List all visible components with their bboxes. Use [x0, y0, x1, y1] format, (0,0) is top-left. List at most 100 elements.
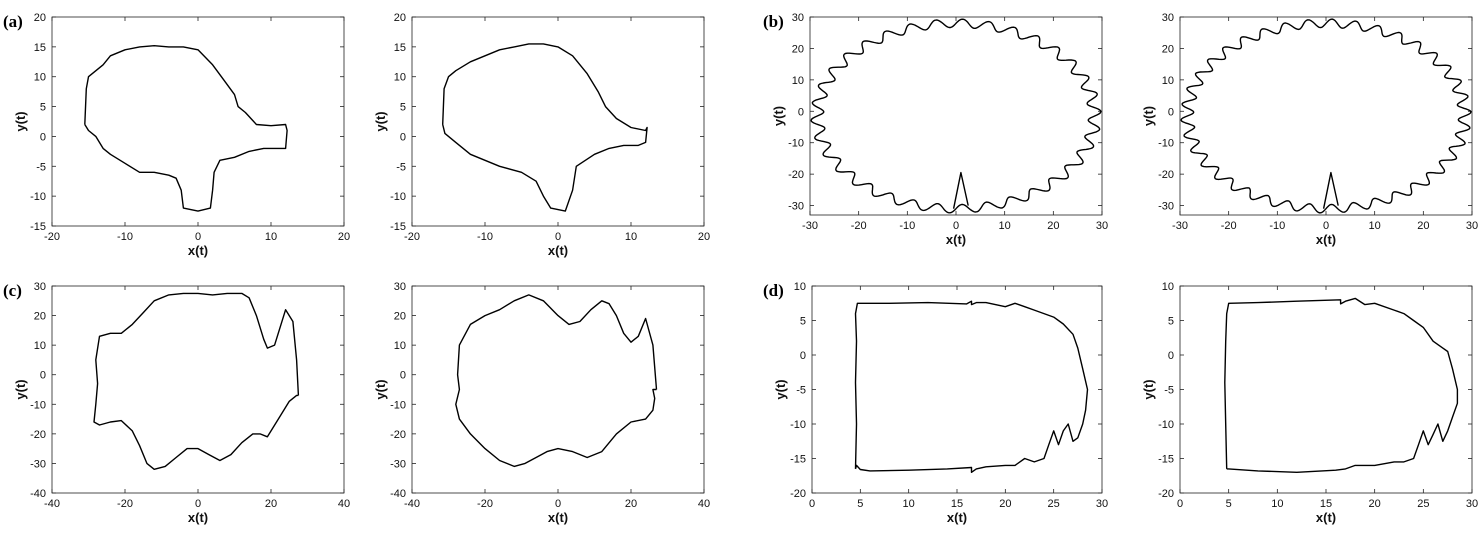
- y-tick-label: -40: [30, 488, 46, 500]
- x-tick-label: 30: [1466, 220, 1478, 232]
- y-tick-label: 10: [1162, 281, 1174, 293]
- x-axis-label: x(t): [548, 243, 568, 258]
- x-tick-label: 10: [1369, 220, 1381, 232]
- subplot: -20 -10 0 10 20 -15 -10 -5 0 5 10 15 20 x(t) y(t): [373, 12, 710, 258]
- x-tick-label: -20: [477, 498, 493, 510]
- y-tick-label: 30: [1162, 12, 1174, 24]
- y-tick-label: 10: [794, 281, 806, 293]
- y-tick-label: 20: [394, 311, 406, 323]
- y-tick-label: -10: [30, 191, 46, 203]
- x-tick-label: 10: [1271, 498, 1283, 510]
- y-tick-label: 30: [34, 281, 46, 293]
- plot-frame: [411, 16, 705, 227]
- x-tick-label: 0: [195, 498, 201, 510]
- x-tick-label: -10: [117, 231, 133, 243]
- x-axis-label: x(t): [1316, 232, 1336, 247]
- y-tick-label: -20: [1158, 488, 1174, 500]
- x-tick-label: -20: [851, 220, 867, 232]
- x-tick-label: 20: [265, 498, 277, 510]
- y-axis-label: y(t): [771, 106, 786, 126]
- y-tick-label: 10: [394, 340, 406, 352]
- x-axis-label: x(t): [548, 510, 568, 525]
- subplot: -30 -20 -10 0 10 20 30 -30 -20 -10 0 10 20 30 x(t) y(t): [771, 12, 1108, 247]
- y-tick-label: -20: [390, 429, 406, 441]
- plot-frame: [51, 285, 345, 494]
- x-tick-label: -20: [1221, 220, 1237, 232]
- subplot: 0 5 10 15 20 25 30 -20 -15 -10 -5 0 5 10 x(t) y(t): [1141, 281, 1478, 525]
- y-tick-label: 0: [40, 131, 46, 143]
- y-tick-label: 10: [34, 340, 46, 352]
- trajectory-line: [810, 18, 1102, 214]
- y-tick-label: 0: [798, 106, 804, 118]
- x-tick-label: 5: [857, 498, 863, 510]
- y-tick-label: -20: [790, 488, 806, 500]
- y-tick-label: 20: [394, 12, 406, 24]
- y-tick-label: 0: [400, 370, 406, 382]
- y-axis-label: y(t): [773, 379, 788, 399]
- y-axis-label: y(t): [13, 379, 28, 399]
- x-tick-label: -10: [899, 220, 915, 232]
- x-tick-label: 0: [809, 498, 815, 510]
- trajectory-line: [1224, 297, 1459, 473]
- trajectory-line: [442, 43, 648, 212]
- subplot: -40 -20 0 20 40 -40 -30 -20 -10 0 10 20 30 x(t) y(t): [13, 281, 350, 525]
- y-axis-label: y(t): [373, 111, 388, 131]
- panel-label: (b): [763, 12, 784, 31]
- x-tick-label: 10: [999, 220, 1011, 232]
- y-tick-label: -10: [1158, 419, 1174, 431]
- x-axis-label: x(t): [1316, 510, 1336, 525]
- subplot: 0 5 10 15 20 25 30 -20 -15 -10 -5 0 5 10 x(t) y(t): [773, 281, 1108, 525]
- y-tick-label: 10: [1162, 75, 1174, 87]
- y-tick-label: 5: [40, 102, 46, 114]
- y-tick-label: -15: [790, 454, 806, 466]
- y-tick-label: -30: [390, 458, 406, 470]
- y-tick-label: 0: [800, 350, 806, 362]
- plot-frame: [1179, 285, 1473, 494]
- y-tick-label: -40: [390, 488, 406, 500]
- y-tick-label: 0: [40, 370, 46, 382]
- trajectory-line: [84, 45, 288, 212]
- x-axis-label: x(t): [188, 510, 208, 525]
- trajectory-line: [1180, 18, 1472, 214]
- x-tick-label: 15: [951, 498, 963, 510]
- y-tick-label: 0: [1168, 106, 1174, 118]
- x-tick-label: -40: [44, 498, 60, 510]
- y-tick-label: 20: [1162, 43, 1174, 55]
- x-tick-label: 30: [1466, 498, 1478, 510]
- x-tick-label: -20: [44, 231, 60, 243]
- x-axis-label: x(t): [947, 510, 967, 525]
- y-tick-label: 20: [792, 43, 804, 55]
- x-tick-label: 10: [265, 231, 277, 243]
- panel-label: (a): [3, 12, 23, 31]
- y-tick-label: -10: [790, 419, 806, 431]
- y-tick-label: 30: [792, 12, 804, 24]
- y-tick-label: 10: [792, 75, 804, 87]
- y-tick-label: -5: [36, 161, 46, 173]
- y-tick-label: 5: [800, 316, 806, 328]
- x-tick-label: 20: [1417, 220, 1429, 232]
- plot-frame: [411, 285, 705, 494]
- y-tick-label: 10: [394, 72, 406, 84]
- y-axis-label: y(t): [1141, 379, 1156, 399]
- x-tick-label: 0: [195, 231, 201, 243]
- y-tick-label: 5: [400, 102, 406, 114]
- x-tick-label: 20: [1047, 220, 1059, 232]
- trajectory-spike: [1322, 171, 1339, 209]
- x-tick-label: 0: [1323, 220, 1329, 232]
- subplot: -30 -20 -10 0 10 20 30 -30 -20 -10 0 10 20 30 x(t) y(t): [1141, 12, 1478, 247]
- x-tick-label: -10: [477, 231, 493, 243]
- y-tick-label: 15: [394, 42, 406, 54]
- x-tick-label: -20: [404, 231, 420, 243]
- x-tick-label: -40: [404, 498, 420, 510]
- subplot: -40 -20 0 20 40 -40 -30 -20 -10 0 10 20 30 x(t) y(t): [373, 281, 710, 525]
- trajectory-line: [93, 292, 300, 470]
- x-tick-label: -10: [1269, 220, 1285, 232]
- y-tick-label: -20: [30, 429, 46, 441]
- x-tick-label: 5: [1226, 498, 1232, 510]
- y-axis-label: y(t): [13, 111, 28, 131]
- x-tick-label: 0: [555, 498, 561, 510]
- x-tick-label: 30: [1096, 220, 1108, 232]
- y-tick-label: 0: [1168, 350, 1174, 362]
- y-tick-label: -20: [1158, 169, 1174, 181]
